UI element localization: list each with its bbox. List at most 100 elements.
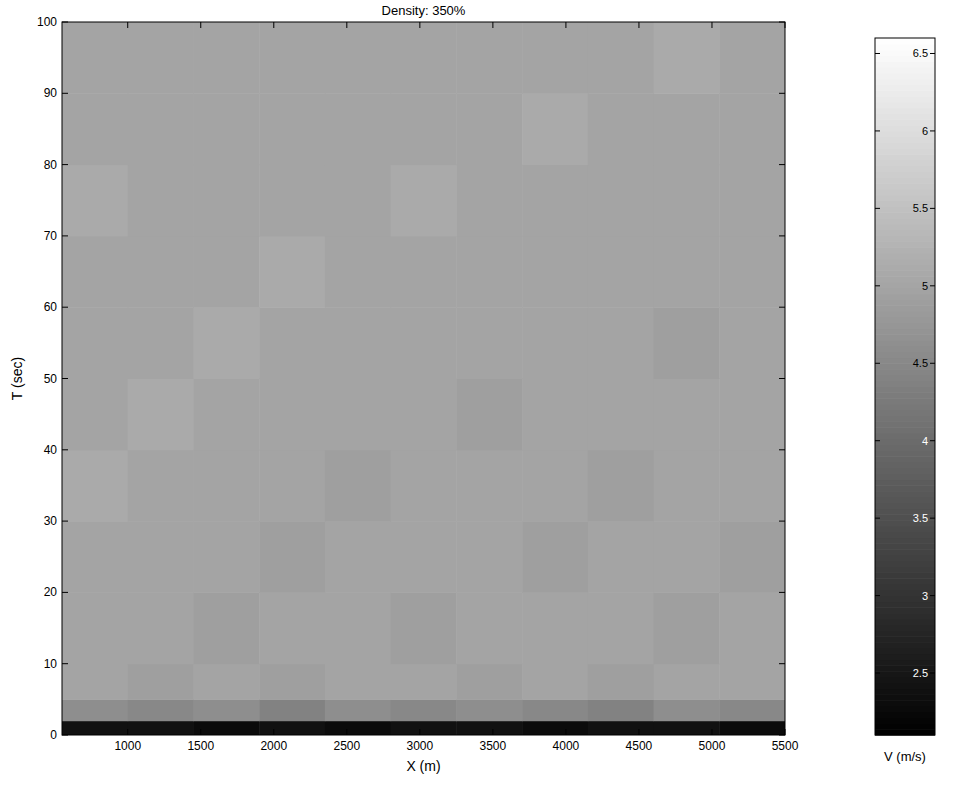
cell bbox=[456, 664, 522, 700]
colorbar-step bbox=[875, 381, 935, 387]
cell bbox=[128, 592, 194, 664]
y-tick-label: 70 bbox=[44, 229, 58, 243]
x-tick-label: 5500 bbox=[772, 739, 799, 753]
y-tick-label: 10 bbox=[44, 657, 58, 671]
cell bbox=[522, 521, 588, 593]
colorbar-step bbox=[875, 218, 935, 224]
cell bbox=[62, 521, 128, 593]
cell bbox=[128, 93, 194, 165]
cell bbox=[259, 721, 325, 735]
colorbar-step bbox=[875, 410, 935, 416]
colorbar-step bbox=[875, 108, 935, 114]
cell bbox=[719, 307, 785, 379]
y-tick bbox=[779, 449, 785, 450]
y-tick-label: 90 bbox=[44, 86, 58, 100]
cell bbox=[456, 592, 522, 664]
colorbar-frame bbox=[875, 38, 935, 735]
colorbar-step bbox=[875, 84, 935, 90]
cell bbox=[259, 664, 325, 700]
colorbar-tick bbox=[875, 440, 880, 441]
colorbar-step bbox=[875, 61, 935, 67]
x-axis-title: X (m) bbox=[406, 758, 440, 774]
colorbar-tick-label: 6 bbox=[922, 125, 928, 137]
colorbar-step bbox=[875, 305, 935, 311]
colorbar-step bbox=[875, 160, 935, 166]
x-tick bbox=[419, 22, 420, 28]
colorbar-tick bbox=[930, 363, 935, 364]
cell bbox=[259, 379, 325, 451]
colorbar-step bbox=[875, 102, 935, 108]
colorbar-step bbox=[875, 172, 935, 178]
cell bbox=[391, 592, 457, 664]
cell bbox=[522, 236, 588, 308]
cell bbox=[62, 93, 128, 165]
y-tick bbox=[62, 592, 68, 593]
cell bbox=[719, 379, 785, 451]
colorbar-step bbox=[875, 253, 935, 259]
title: Density: 350% bbox=[382, 3, 466, 18]
cell bbox=[588, 521, 654, 593]
colorbar-step bbox=[875, 398, 935, 404]
cell bbox=[62, 699, 128, 721]
colorbar-step bbox=[875, 654, 935, 660]
cell bbox=[654, 165, 720, 237]
y-tick bbox=[62, 449, 68, 450]
colorbar-step bbox=[875, 613, 935, 619]
x-tick bbox=[419, 729, 420, 735]
y-tick bbox=[779, 235, 785, 236]
cell bbox=[522, 592, 588, 664]
colorbar-tick bbox=[875, 595, 880, 596]
cell bbox=[588, 664, 654, 700]
colorbar-step bbox=[875, 346, 935, 352]
y-tick bbox=[779, 164, 785, 165]
colorbar-tick bbox=[930, 673, 935, 674]
cell bbox=[719, 93, 785, 165]
cell bbox=[654, 236, 720, 308]
cell bbox=[325, 521, 391, 593]
colorbar-step bbox=[875, 549, 935, 555]
cell bbox=[128, 22, 194, 94]
colorbar-step bbox=[875, 625, 935, 631]
cell bbox=[128, 236, 194, 308]
x-tick bbox=[200, 729, 201, 735]
colorbar-step bbox=[875, 387, 935, 393]
cell bbox=[193, 307, 259, 379]
x-tick bbox=[565, 22, 566, 28]
y-axis-title: T (sec) bbox=[9, 357, 25, 400]
colorbar-step bbox=[875, 143, 935, 149]
cell bbox=[522, 22, 588, 94]
cell bbox=[654, 307, 720, 379]
colorbar-step bbox=[875, 723, 935, 729]
cell bbox=[128, 165, 194, 237]
x-tick-label: 2500 bbox=[333, 739, 360, 753]
x-tick bbox=[346, 729, 347, 735]
colorbar-step bbox=[875, 659, 935, 665]
cell bbox=[522, 379, 588, 451]
x-tick bbox=[492, 22, 493, 28]
cell bbox=[719, 664, 785, 700]
cell bbox=[128, 721, 194, 735]
colorbar-step bbox=[875, 230, 935, 236]
cell bbox=[259, 93, 325, 165]
cell bbox=[719, 236, 785, 308]
colorbar-step bbox=[875, 148, 935, 154]
colorbar-step bbox=[875, 224, 935, 230]
colorbar-tick-label: 2.5 bbox=[913, 667, 928, 679]
x-tick bbox=[565, 729, 566, 735]
colorbar-tick bbox=[930, 518, 935, 519]
cell bbox=[62, 450, 128, 522]
colorbar-step bbox=[875, 700, 935, 706]
cell bbox=[128, 664, 194, 700]
cell bbox=[325, 379, 391, 451]
colorbar-step bbox=[875, 456, 935, 462]
cell bbox=[128, 521, 194, 593]
cell bbox=[654, 721, 720, 735]
x-tick bbox=[346, 22, 347, 28]
x-tick bbox=[492, 729, 493, 735]
y-tick bbox=[779, 307, 785, 308]
cell bbox=[522, 165, 588, 237]
colorbar-step bbox=[875, 154, 935, 160]
colorbar-step bbox=[875, 294, 935, 300]
colorbar-tick-label: 6.5 bbox=[913, 47, 928, 59]
colorbar-step bbox=[875, 491, 935, 497]
